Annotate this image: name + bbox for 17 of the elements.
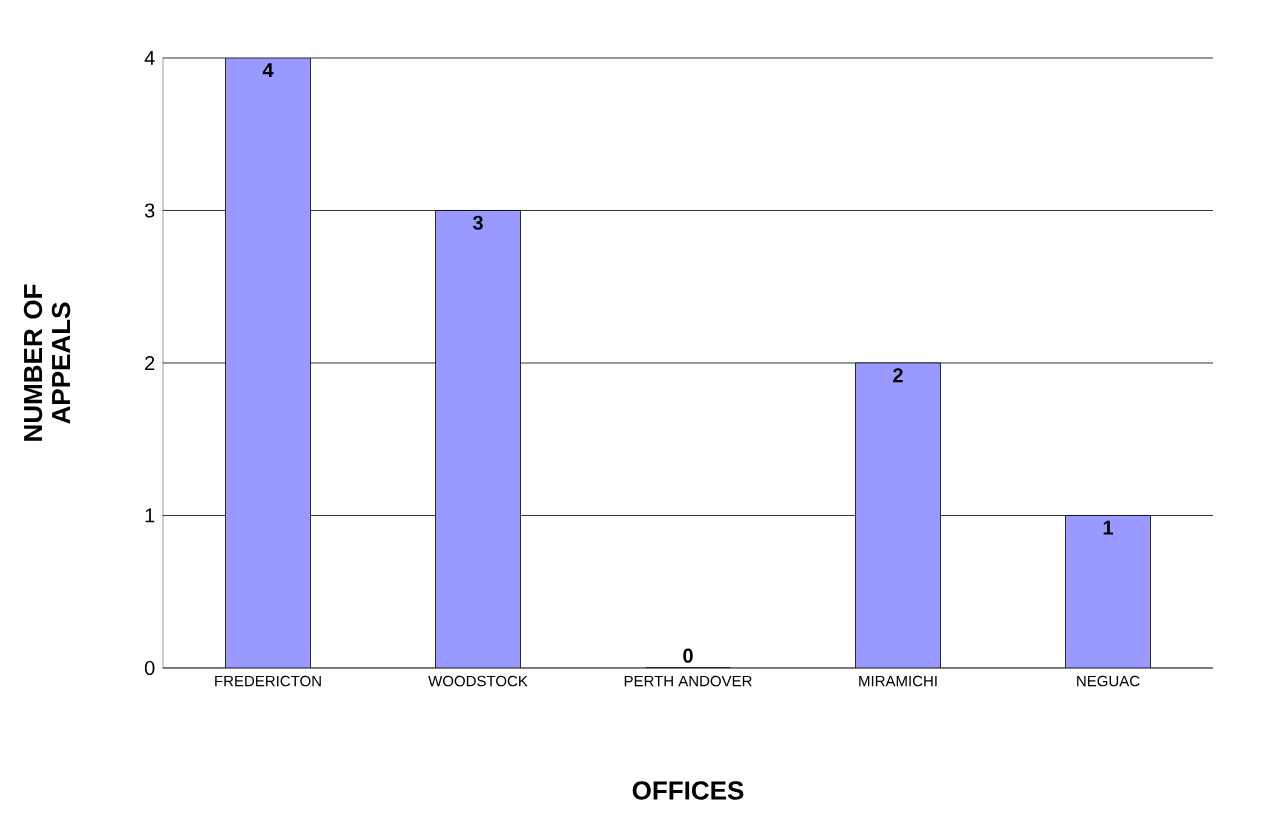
- data-label: 4: [262, 63, 274, 77]
- data-label: 2: [893, 368, 903, 383]
- data-label: 3: [472, 215, 483, 230]
- x-axis-title: OFFICES: [632, 781, 744, 800]
- y-axis-title: NUMBER OF APPEALS: [23, 284, 71, 441]
- y-tick-label: 2: [145, 356, 155, 370]
- x-tick-label: MIRAMICHI: [859, 675, 937, 687]
- y-tick-label: 4: [144, 51, 155, 65]
- x-tick-label: NEGUAC: [1077, 675, 1140, 687]
- x-tick-label: FREDERICTON: [215, 675, 321, 687]
- data-label: 0: [683, 648, 693, 663]
- y-tick-label: 1: [145, 508, 155, 523]
- x-tick-label: PERTH ANDOVER: [624, 675, 752, 687]
- x-tick-label: WOODSTOCK: [428, 675, 528, 687]
- y-tick-label: 3: [144, 203, 155, 218]
- data-label: 1: [1103, 520, 1113, 535]
- y-tick-label: 0: [144, 660, 155, 676]
